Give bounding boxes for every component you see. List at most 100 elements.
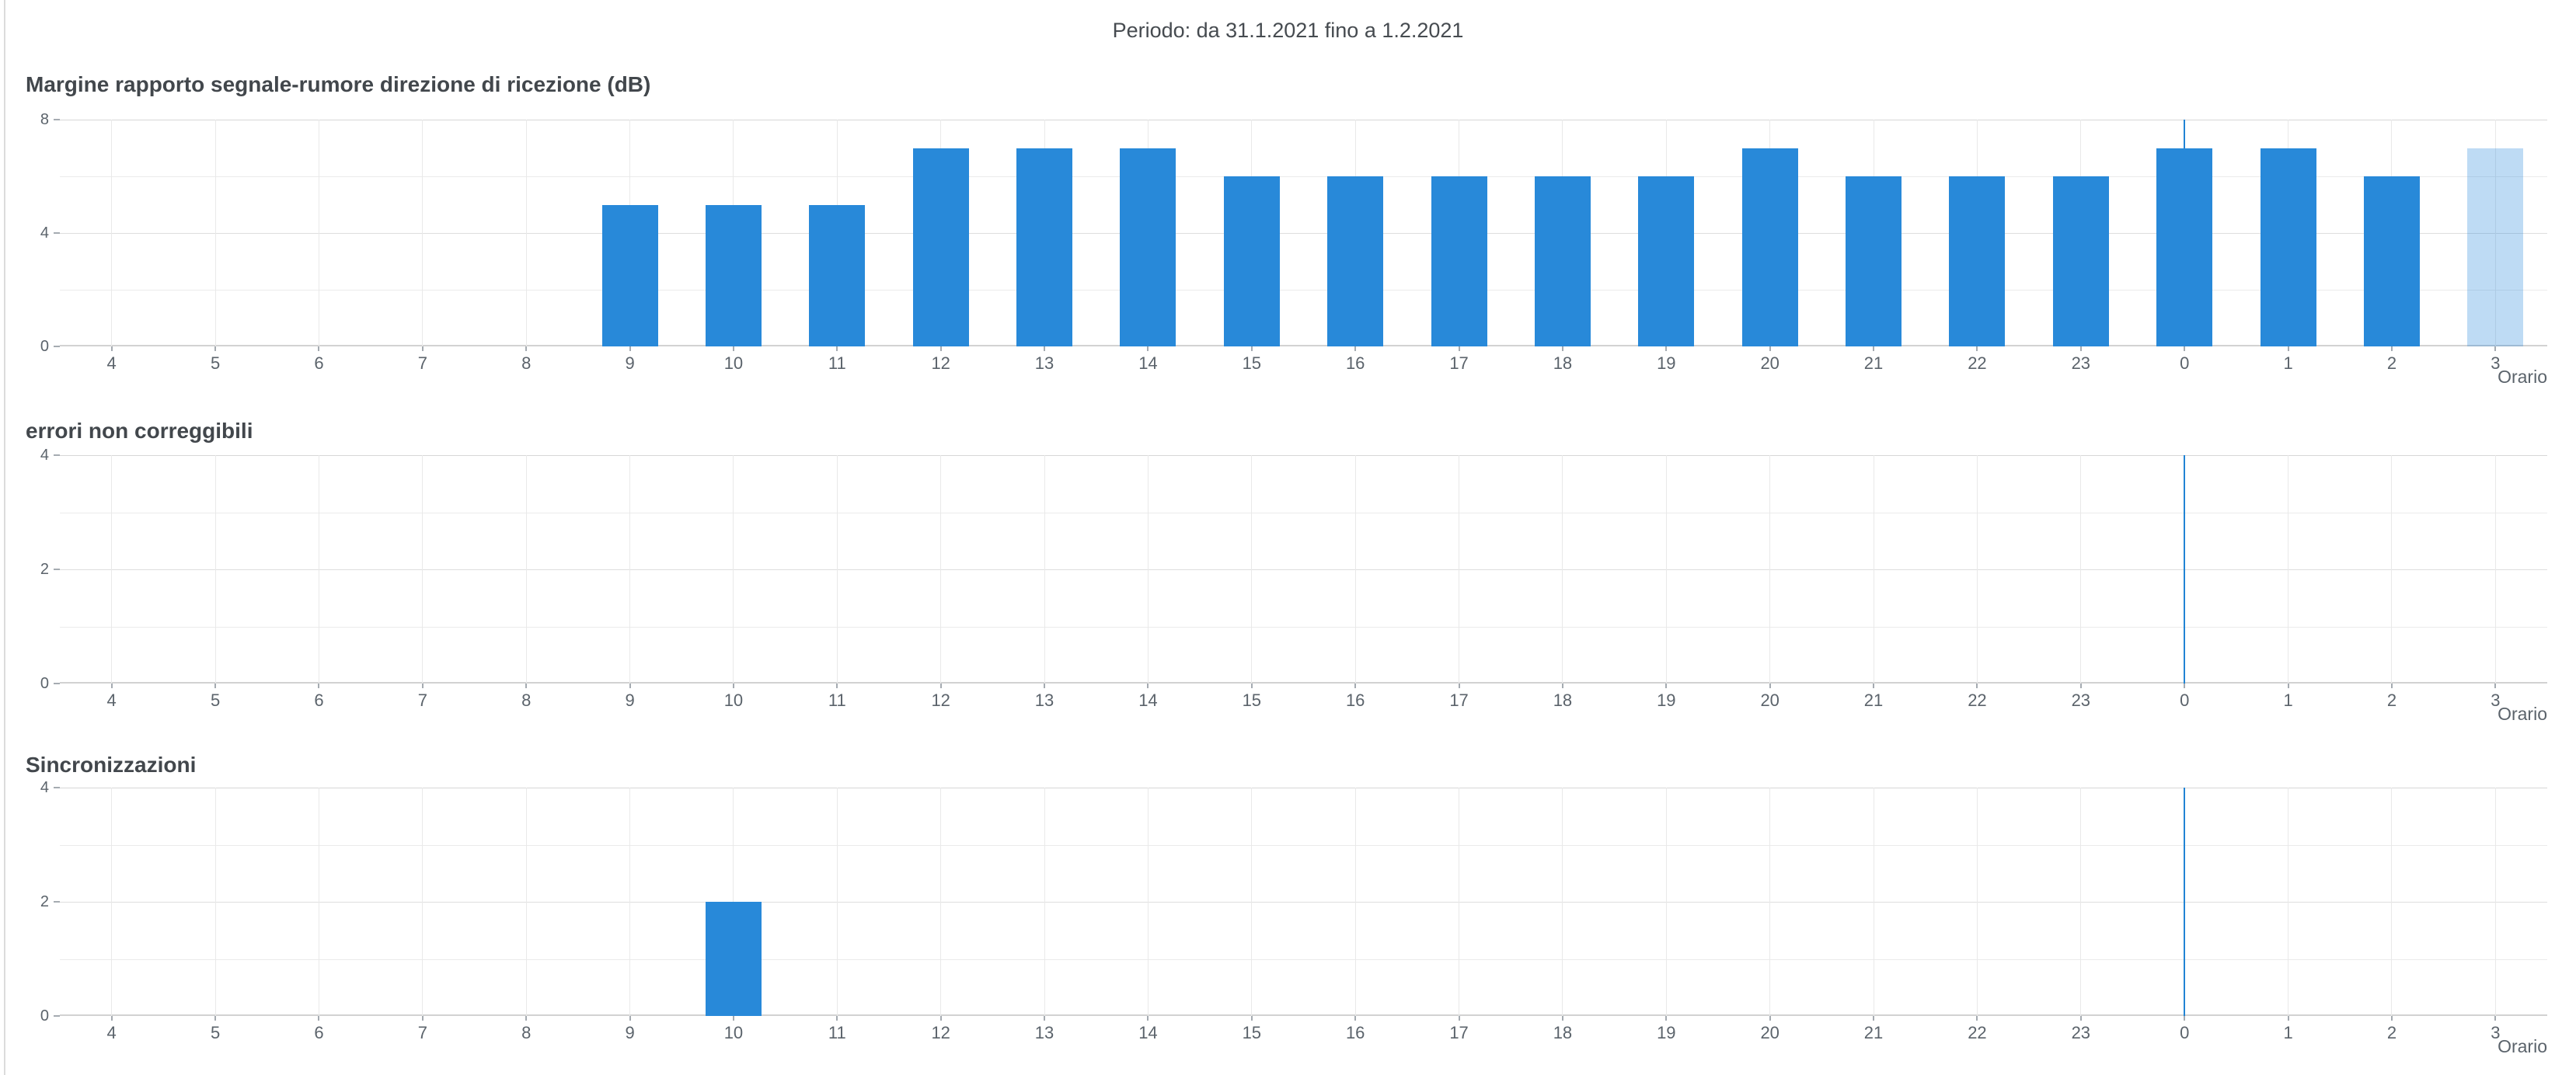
x-axis-tick — [1354, 1016, 1357, 1021]
y-axis-tick — [54, 232, 60, 234]
x-axis-label: 22 — [1968, 691, 1987, 710]
x-axis-label: 18 — [1553, 353, 1573, 373]
x-axis-tick — [1561, 1016, 1563, 1021]
chart-section-2: errori non correggibili 0 2 4 4 5 6 7 8 9 10 11 12 13… — [0, 418, 2576, 727]
x-axis-label: 2 — [2386, 1023, 2397, 1042]
x-axis-tick — [1354, 684, 1357, 688]
x-gridline — [2494, 120, 2496, 346]
x-axis-tick — [214, 684, 217, 688]
x-axis-tick — [2390, 346, 2393, 351]
x-axis-tick — [421, 684, 424, 688]
x-axis-tick — [629, 684, 631, 688]
x-gridline — [111, 455, 113, 684]
x-axis-tick — [1147, 1016, 1149, 1021]
x-axis-tick — [110, 684, 113, 688]
bar — [1949, 176, 2006, 346]
x-axis-tick — [318, 1016, 320, 1021]
x-axis-tick — [2390, 1016, 2393, 1021]
x-axis-label: 17 — [1449, 353, 1469, 373]
x-axis-label: 19 — [1657, 353, 1676, 373]
x-axis-3: 4 5 6 7 8 9 10 11 12 13 14 15 16 17 18 19 20 21 22 23 0 1 2 3 Or… — [60, 1016, 2547, 1059]
bar — [912, 148, 969, 346]
x-axis-tick — [2390, 684, 2393, 688]
x-gridline — [1665, 455, 1667, 684]
x-axis-label: 14 — [1138, 353, 1158, 373]
y-gridline — [60, 902, 2547, 903]
y-axis-label: 0 — [40, 675, 49, 692]
x-gridline — [1665, 788, 1667, 1016]
x-axis-label: 11 — [828, 691, 846, 710]
x-axis-label: 8 — [521, 353, 532, 373]
x-axis-tick — [2079, 684, 2082, 688]
x-axis-tick — [1561, 346, 1563, 351]
x-axis-tick — [2287, 684, 2289, 688]
x-axis-label: 10 — [723, 691, 744, 710]
x-gridline — [629, 455, 631, 684]
x-gridline — [1976, 455, 1978, 684]
x-axis-tick — [836, 346, 838, 351]
x-axis-label: 16 — [1345, 691, 1365, 710]
x-axis-label: 4 — [106, 691, 117, 710]
x-gridline — [836, 455, 838, 684]
x-axis-label: 21 — [1863, 353, 1884, 373]
x-axis-tick — [2079, 346, 2082, 351]
x-axis-tick — [1976, 346, 1978, 351]
x-axis-tick — [1458, 346, 1460, 351]
chart-title-2: errori non correggibili — [26, 419, 253, 443]
bar — [705, 902, 762, 1016]
x-axis-label: 3 — [2491, 691, 2501, 710]
x-axis-label: 13 — [1034, 1023, 1054, 1042]
chart-title-1: Margine rapporto segnale-rumore direzion… — [26, 72, 651, 96]
x-axis-tick — [214, 1016, 217, 1021]
x-axis-label: 12 — [931, 1023, 950, 1042]
x-axis-label: 5 — [210, 691, 221, 710]
x-axis-title: Orario — [2498, 1036, 2547, 1056]
x-axis-label: 19 — [1657, 1023, 1676, 1042]
x-axis-tick — [1665, 1016, 1668, 1021]
x-axis-label: 3 — [2491, 1023, 2501, 1042]
x-axis-tick — [1769, 1016, 1771, 1021]
y-axis-label: 4 — [40, 779, 49, 796]
x-gridline — [2391, 455, 2393, 684]
x-axis-line — [60, 682, 2547, 684]
plot-area-1: 0 4 8 — [40, 112, 2547, 354]
x-axis-label: 7 — [417, 1023, 427, 1042]
x-axis-tick — [1354, 346, 1357, 351]
x-axis-label: 1 — [2283, 691, 2293, 710]
x-axis-tick — [836, 684, 838, 688]
bar — [2156, 148, 2213, 346]
x-axis-tick — [1665, 684, 1668, 688]
x-gridline — [2494, 788, 2496, 1016]
x-gridline — [1251, 455, 1253, 684]
y-axis-label: 8 — [40, 111, 49, 128]
x-axis-tick — [1147, 684, 1149, 688]
x-gridline — [1354, 455, 1356, 684]
x-axis-label: 15 — [1242, 353, 1262, 373]
x-axis-label: 11 — [828, 353, 846, 373]
x-axis-tick — [732, 346, 734, 351]
x-axis-tick — [1873, 684, 1875, 688]
chart-section-3: Sincronizzazioni 0 2 4 4 5 6 7 8 9 10 11 12 13 14 15 16 1… — [0, 752, 2576, 1059]
x-axis-label: 18 — [1553, 691, 1573, 710]
x-gridline — [111, 120, 113, 346]
x-axis-tick — [2287, 1016, 2289, 1021]
x-axis-tick — [1769, 684, 1771, 688]
x-axis-tick — [1873, 1016, 1875, 1021]
x-axis-label: 23 — [2071, 1023, 2091, 1042]
x-axis-label: 6 — [314, 353, 324, 373]
x-axis-label: 17 — [1449, 691, 1469, 710]
x-axis-label: 16 — [1345, 1023, 1365, 1042]
chart-title-3: Sincronizzazioni — [26, 753, 197, 777]
x-axis-label: 22 — [1968, 1023, 1987, 1042]
x-axis-label: 21 — [1863, 1023, 1884, 1042]
x-axis-tick — [2494, 1016, 2497, 1021]
x-axis-tick — [1250, 1016, 1253, 1021]
x-axis-tick — [629, 1016, 631, 1021]
x-axis-tick — [2494, 684, 2497, 688]
x-gridline — [2494, 455, 2496, 684]
x-axis-label: 15 — [1242, 691, 1262, 710]
x-axis-tick — [1976, 1016, 1978, 1021]
bar — [1016, 148, 1073, 346]
x-axis-tick — [732, 684, 734, 688]
x-axis-label: 1 — [2283, 353, 2293, 373]
